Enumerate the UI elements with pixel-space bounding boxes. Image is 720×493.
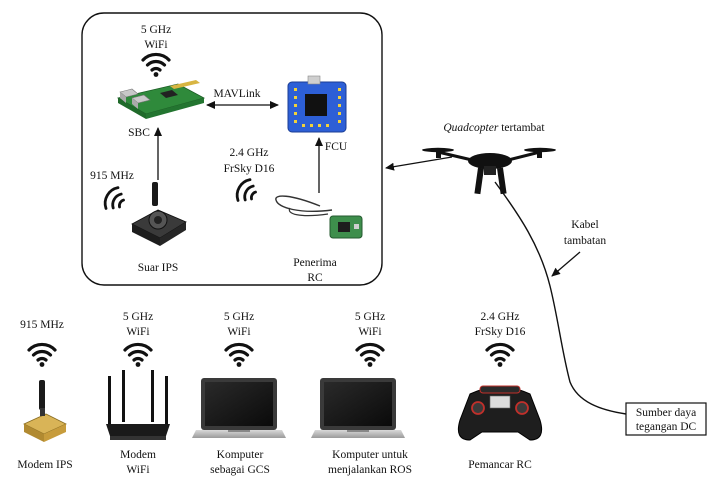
wifi-signal-icon	[99, 183, 125, 210]
ground-label-line2: menjalankan ROS	[328, 464, 412, 476]
ground-label-line1: Modem IPS	[17, 459, 72, 471]
ground-label-line2: WiFi	[126, 464, 149, 476]
tether-pointer-arrow	[551, 251, 581, 277]
wifi-signal-icon	[231, 175, 257, 202]
ground-protocol-label: WiFi	[358, 326, 381, 338]
ground-label-line1: Pemancar RC	[468, 459, 532, 471]
tether-label-line2: tambatan	[564, 235, 606, 247]
wifi-signal-icon	[27, 342, 57, 369]
beacon-label: Suar IPS	[138, 262, 179, 274]
wifi-signal-icon	[141, 52, 171, 79]
sbc-label: SBC	[128, 127, 150, 139]
ground-protocol-label: WiFi	[227, 326, 250, 338]
rc-receiver-icon	[275, 195, 363, 239]
beacon-band-label: 915 MHz	[90, 170, 134, 182]
receiver-protocol-label: FrSky D16	[224, 163, 275, 175]
sbc-protocol-label: WiFi	[144, 39, 167, 51]
ground-label-line1: Komputer	[217, 449, 264, 461]
ips-modem-icon	[23, 380, 67, 442]
wifi-signal-icon	[224, 342, 254, 369]
ground-band-label: 5 GHz	[224, 311, 254, 323]
laptop-icon	[192, 378, 286, 438]
power-label-line2: tegangan DC	[636, 421, 697, 433]
laptop-icon	[311, 378, 405, 438]
ips-beacon-icon	[131, 182, 187, 246]
mavlink-label: MAVLink	[213, 88, 260, 100]
receiver-band-label: 2.4 GHz	[230, 147, 269, 159]
ground-label-line1: Modem	[120, 449, 156, 461]
ground-band-label: 5 GHz	[123, 311, 153, 323]
receiver-label-line2: RC	[307, 272, 323, 284]
quadcopter-icon	[422, 147, 556, 195]
ground-protocol-label: WiFi	[126, 326, 149, 338]
ground-band-label: 5 GHz	[355, 311, 385, 323]
ground-band-label: 915 MHz	[20, 319, 64, 331]
ground-protocol-label: FrSky D16	[475, 326, 526, 338]
drone-label: Quadcopter tertambat	[443, 122, 545, 134]
onboard-system-box	[81, 12, 383, 286]
receiver-label-line1: Penerima	[293, 257, 336, 269]
wifi-signal-icon	[355, 342, 385, 369]
wifi-signal-icon	[123, 342, 153, 369]
tether-label-line1: Kabel	[571, 219, 598, 231]
power-source-box	[625, 402, 707, 436]
tether-cable	[494, 181, 627, 415]
power-label-line1: Sumber daya	[636, 407, 696, 419]
fcu-label: FCU	[325, 141, 348, 153]
wifi-router-icon	[106, 370, 170, 440]
single-board-computer-icon	[116, 80, 206, 119]
sbc-band-label: 5 GHz	[141, 24, 171, 36]
flight-controller-board-icon	[287, 75, 347, 133]
rc-transmitter-icon	[457, 385, 543, 441]
ground-label-line1: Komputer untuk	[332, 449, 408, 461]
ground-label-line2: sebagai GCS	[210, 464, 270, 476]
wifi-signal-icon	[485, 342, 515, 369]
drone-to-onboard-arrow	[385, 156, 453, 171]
ground-band-label: 2.4 GHz	[481, 311, 520, 323]
